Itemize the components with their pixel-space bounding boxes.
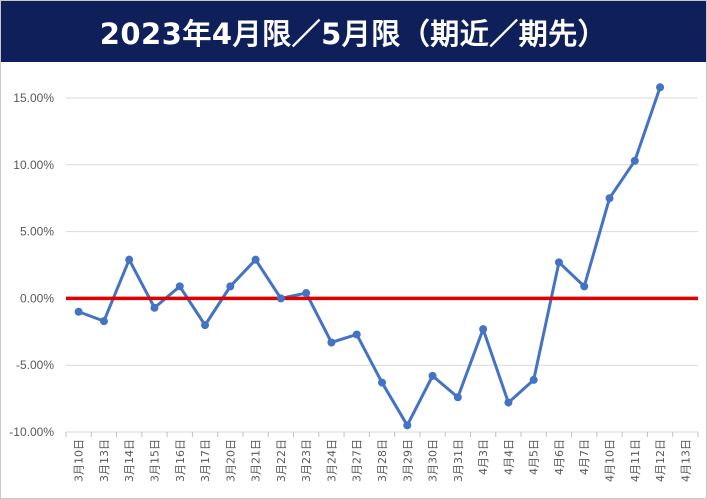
x-tick-label: 3月28日: [376, 439, 389, 482]
data-point: [125, 255, 134, 264]
x-tick-label: 4月7日: [578, 439, 591, 475]
data-point: [175, 282, 184, 291]
x-tick-label: 3月21日: [250, 439, 263, 482]
series-line: [78, 86, 662, 427]
x-tick-label: 4月4日: [502, 439, 515, 475]
x-tick-label: 3月20日: [224, 439, 237, 482]
x-tick-label: 4月6日: [553, 439, 566, 475]
chart-title: 2023年4月限／5月限（期近／期先）: [1, 1, 706, 62]
x-tick-label: 4月13日: [679, 439, 692, 482]
data-point: [630, 156, 639, 165]
data-point: [403, 421, 412, 430]
data-point: [580, 282, 589, 291]
data-point: [302, 289, 311, 298]
y-tick-label: -5.00%: [16, 358, 54, 372]
data-point: [529, 375, 538, 384]
x-tick-label: 3月30日: [427, 439, 440, 482]
x-tick-label: 4月3日: [477, 439, 490, 475]
data-point: [554, 258, 563, 267]
data-point: [327, 338, 336, 347]
data-point: [201, 321, 210, 330]
x-tick-label: 3月13日: [98, 439, 111, 482]
data-point: [504, 398, 513, 407]
data-point: [74, 307, 83, 316]
x-tick-label: 4月5日: [528, 439, 541, 475]
data-point: [251, 255, 260, 264]
x-tick-label: 3月15日: [148, 439, 161, 482]
data-point: [656, 83, 665, 92]
data-point: [99, 317, 108, 326]
x-tick-label: 3月31日: [452, 439, 465, 482]
x-tick-label: 4月12日: [654, 439, 667, 482]
data-point: [453, 393, 462, 402]
y-tick-label: -10.00%: [9, 425, 54, 439]
x-tick-label: 3月24日: [325, 439, 338, 482]
y-tick-label: 15.00%: [13, 91, 54, 105]
data-point: [605, 194, 614, 203]
data-point: [352, 330, 361, 339]
data-point: [479, 325, 488, 334]
x-tick-label: 3月16日: [174, 439, 187, 482]
x-tick-label: 4月11日: [629, 439, 642, 482]
x-tick-label: 3月22日: [275, 439, 288, 482]
data-point: [378, 378, 386, 387]
x-tick-label: 4月10日: [604, 439, 617, 482]
x-tick-label: 3月17日: [199, 439, 212, 482]
x-tick-label: 3月27日: [351, 439, 364, 482]
y-tick-label: 0.00%: [20, 291, 54, 305]
data-point: [276, 294, 285, 303]
y-tick-label: 10.00%: [13, 158, 54, 172]
x-tick-label: 3月29日: [401, 439, 414, 482]
x-tick-label: 3月10日: [73, 439, 86, 482]
x-tick-label: 3月23日: [300, 439, 313, 482]
data-point: [150, 303, 159, 312]
data-point: [428, 371, 437, 380]
x-tick-label: 3月14日: [123, 439, 136, 482]
data-point: [226, 282, 235, 291]
y-tick-label: 5.00%: [20, 225, 54, 239]
